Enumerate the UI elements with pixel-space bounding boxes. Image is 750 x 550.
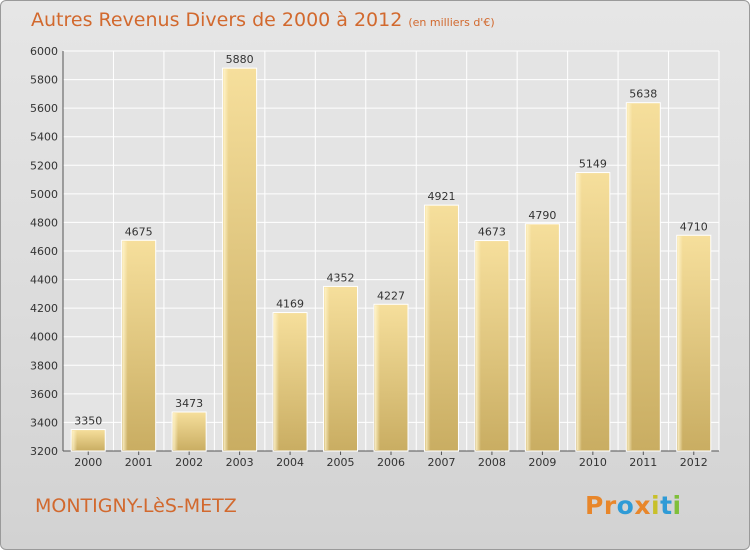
data-label: 5880: [226, 53, 254, 66]
logo-letter: x: [634, 491, 651, 520]
bar-highlight: [324, 287, 330, 450]
axes: 3200 3400 3600 3800 4000 4200 4400 4600 4800 5000…: [30, 45, 719, 469]
bar-highlight: [72, 430, 78, 450]
bar-highlight: [475, 241, 481, 450]
y-tick-label: 4000: [30, 331, 58, 344]
data-label: 4921: [427, 190, 455, 203]
y-tick-label: 3800: [30, 359, 58, 372]
x-tick-label: 2002: [175, 456, 203, 469]
y-tick-label: 4800: [30, 216, 58, 229]
data-label: 4227: [377, 289, 405, 302]
logo-letter: t: [660, 491, 673, 520]
bar-highlight: [627, 103, 633, 450]
proxiti-logo: Proxiti: [585, 491, 682, 520]
data-labels: 3350 4675 3473 5880 4169 4352 4227 4921 4673 4790…: [74, 53, 708, 427]
y-tick-label: 5800: [30, 74, 58, 87]
data-label: 4169: [276, 298, 304, 311]
data-label: 5149: [579, 158, 607, 171]
bar-highlight: [526, 224, 532, 450]
chart-title-block: Autres Revenus Divers de 2000 à 2012 (en …: [31, 9, 495, 31]
chart-subtitle: (en milliers d'€): [408, 16, 495, 29]
logo-letter: i: [672, 491, 682, 520]
x-tick-label: 2011: [629, 456, 657, 469]
place-name: MONTIGNY-LèS-METZ: [35, 495, 237, 517]
bar-highlight: [274, 313, 280, 450]
logo-letter: P: [585, 491, 604, 520]
x-tick-label: 2005: [327, 456, 355, 469]
x-tick-label: 2001: [125, 456, 153, 469]
x-tick-label: 2006: [377, 456, 405, 469]
y-tick-label: 6000: [30, 45, 58, 58]
data-label: 5638: [629, 88, 657, 101]
data-label: 3473: [175, 397, 203, 410]
logo-letter: o: [616, 491, 635, 520]
logo-letter: r: [603, 491, 617, 520]
x-tick-label: 2007: [427, 456, 455, 469]
x-tick-label: 2012: [680, 456, 708, 469]
y-tick-label: 5600: [30, 102, 58, 115]
data-label: 4790: [528, 209, 556, 222]
data-label: 4352: [327, 271, 355, 284]
bar-highlight: [375, 305, 380, 450]
bars: [70, 67, 712, 452]
y-tick-label: 4600: [30, 245, 58, 258]
chart-title: Autres Revenus Divers de 2000 à 2012: [31, 9, 403, 31]
bar-highlight: [425, 206, 431, 450]
y-tick-label: 4400: [30, 274, 58, 287]
data-label: 3350: [74, 415, 102, 428]
x-tick-label: 2003: [226, 456, 254, 469]
data-label: 4710: [680, 220, 708, 233]
y-tick-label: 5200: [30, 159, 58, 172]
data-label: 4675: [125, 225, 153, 238]
y-tick-label: 3400: [30, 416, 58, 429]
bar-highlight: [122, 241, 128, 450]
x-tick-label: 2010: [579, 456, 607, 469]
x-tick-label: 2000: [74, 456, 102, 469]
y-tick-label: 3600: [30, 388, 58, 401]
x-tick-label: 2004: [276, 456, 304, 469]
y-tick-label: 5400: [30, 131, 58, 144]
logo-letter: i: [651, 491, 661, 520]
x-tick-label: 2009: [528, 456, 556, 469]
y-tick-label: 4200: [30, 302, 58, 315]
y-tick-label: 3200: [30, 445, 58, 458]
bar-highlight: [576, 173, 582, 451]
x-tick-label: 2008: [478, 456, 506, 469]
bar-2000: [70, 429, 106, 452]
y-tick-label: 5000: [30, 188, 58, 201]
bar-highlight: [223, 69, 229, 451]
bar-highlight: [173, 413, 179, 450]
data-label: 4673: [478, 226, 506, 239]
bar-highlight: [677, 236, 683, 450]
